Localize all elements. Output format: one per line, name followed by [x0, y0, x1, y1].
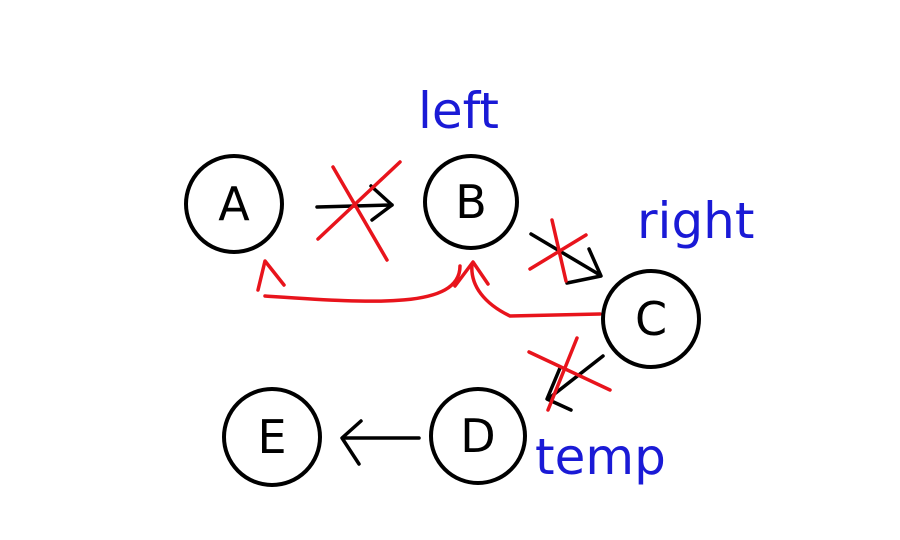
new-links [256, 259, 602, 318]
node-e-label: E [257, 410, 286, 464]
node-a: A [184, 154, 284, 254]
node-d-label: D [460, 409, 495, 463]
new-link-b-to-a-arrowhead [256, 259, 286, 292]
node-a-label: A [218, 177, 250, 231]
cross-out-marks [316, 160, 612, 412]
temp-pointer-label: temp [535, 428, 666, 486]
node-b-label: B [455, 175, 487, 229]
node-c: C [601, 269, 701, 369]
original-links [315, 184, 605, 466]
cross-out-c-to-d [527, 336, 612, 412]
cross-out-a-to-b [316, 160, 402, 262]
link-d-to-e-arrowhead [340, 419, 363, 466]
left-pointer-label: left [418, 82, 499, 140]
new-link-c-to-b-arrowhead [453, 260, 490, 288]
link-a-to-b-arrowhead [369, 184, 394, 222]
right-pointer-label: right [637, 192, 754, 250]
node-d: D [429, 387, 527, 485]
link-b-to-c-arrowhead [565, 247, 603, 285]
node-b: B [423, 154, 519, 250]
node-e: E [222, 387, 322, 487]
new-link-b-to-a [263, 264, 462, 303]
link-c-to-d-arrowhead [545, 366, 573, 412]
cross-out-b-to-c [528, 218, 588, 283]
link-b-to-c [529, 232, 602, 277]
node-c-label: C [635, 292, 667, 346]
new-link-c-to-b [470, 262, 602, 318]
